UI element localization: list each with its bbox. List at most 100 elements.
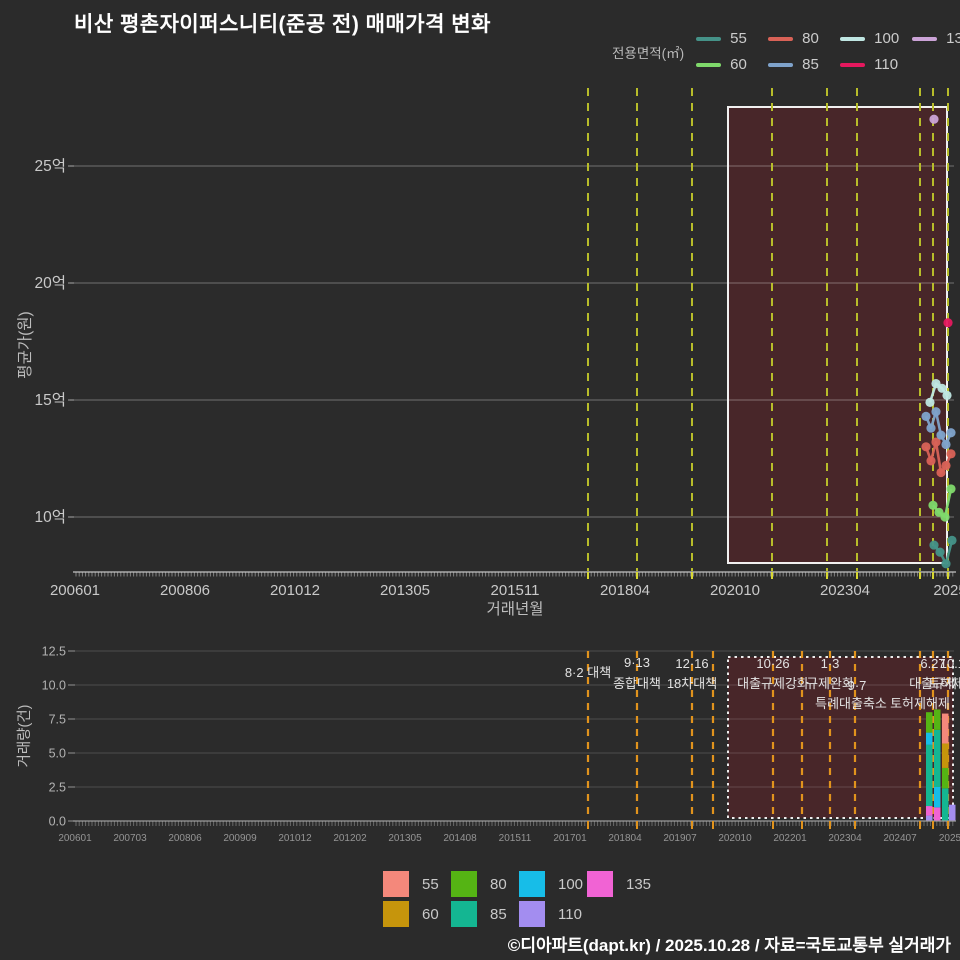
policy-annotation: 10.15 xyxy=(940,656,960,671)
volume-bar-202502 xyxy=(926,712,933,821)
volume-legend-item-85[interactable]: 85 xyxy=(451,901,519,927)
volume-legend-swatch-85 xyxy=(451,901,477,927)
volume-legend-item-100[interactable]: 100 xyxy=(519,871,587,897)
volume-legend-item-55[interactable]: 55 xyxy=(383,871,451,897)
area-legend-item-85[interactable]: 85 xyxy=(768,56,826,73)
area-legend-label-100: 100 xyxy=(874,30,900,47)
price-point-100-202508 xyxy=(937,383,947,393)
price-x-tick-labels: 200601 200806 201012 201305 201511 201804 2020… xyxy=(50,582,960,599)
area-legend-item-135[interactable]: 135 xyxy=(912,30,960,47)
volume-segment-202502-85 xyxy=(926,744,933,807)
svg-text:25억: 25억 xyxy=(34,157,66,175)
area-legend-swatch-135 xyxy=(912,36,938,41)
svg-text:15억: 15억 xyxy=(34,391,66,409)
price-x-minor-ticks xyxy=(75,572,954,579)
volume-legend-swatch-60 xyxy=(383,901,409,927)
volume-legend-label-135: 135 xyxy=(626,875,652,893)
volume-legend-row-2: 60 85 110 xyxy=(383,901,655,927)
svg-text:10억: 10억 xyxy=(34,508,66,526)
volume-segment-202502-135 xyxy=(926,806,933,816)
volume-legend-swatch-110 xyxy=(519,901,545,927)
volume-legend-label-80: 80 xyxy=(490,875,507,893)
area-legend-item-100[interactable]: 100 xyxy=(840,30,900,47)
price-point-80-202510 xyxy=(946,449,956,459)
volume-legend-swatch-135 xyxy=(587,871,613,897)
svg-text:200601: 200601 xyxy=(58,833,92,844)
svg-text:201012: 201012 xyxy=(270,582,320,599)
policy-annotation: 대출규제 xyxy=(909,676,957,691)
svg-text:10.0: 10.0 xyxy=(42,679,66,693)
svg-text:201305: 201305 xyxy=(380,582,430,599)
area-legend-item-55[interactable]: 55 xyxy=(696,30,754,47)
volume-legend-item-110[interactable]: 110 xyxy=(519,901,587,927)
svg-text:2025: 2025 xyxy=(933,582,960,599)
price-point-85-202504 xyxy=(926,423,936,433)
price-point-110-202509 xyxy=(943,318,953,328)
area-legend-item-110[interactable]: 110 xyxy=(840,56,898,73)
area-legend-rows: 55 80 100 135 60 85 110 xyxy=(696,30,960,73)
source-credit: ©디아파트(dapt.kr) / 2025.10.28 / 자료=국토교통부 실… xyxy=(507,936,951,955)
price-point-60-202508 xyxy=(940,512,950,522)
svg-text:201907: 201907 xyxy=(663,833,697,844)
svg-text:200909: 200909 xyxy=(223,833,257,844)
volume-x-tick-labels: 200601 200703 200806 200909 201012 201202 2013… xyxy=(58,833,960,844)
price-point-55-202508 xyxy=(941,559,951,569)
svg-text:201305: 201305 xyxy=(388,833,422,844)
area-legend-label-60: 60 xyxy=(730,56,747,73)
volume-legend-item-80[interactable]: 80 xyxy=(451,871,519,897)
svg-text:12.5: 12.5 xyxy=(42,645,66,659)
area-legend-item-60[interactable]: 60 xyxy=(696,56,754,73)
area-legend-label-85: 85 xyxy=(802,56,819,73)
svg-text:200806: 200806 xyxy=(160,582,210,599)
price-point-80-202503 xyxy=(921,442,931,452)
area-legend-swatch-60 xyxy=(696,62,722,67)
area-legend-title: 전용면적(㎡) xyxy=(612,45,685,61)
policy-annotation: 12·16 xyxy=(675,656,708,671)
recent-period-highlight-volume xyxy=(728,657,953,818)
svg-text:202201: 202201 xyxy=(773,833,807,844)
price-gridlines xyxy=(70,165,954,518)
recent-period-highlight-volume-border xyxy=(727,656,954,819)
policy-annotation: 9·13 xyxy=(624,655,650,670)
policy-annotation: 토허제확대 xyxy=(928,676,960,691)
price-series xyxy=(921,114,957,569)
area-legend-label-55: 55 xyxy=(730,30,747,47)
price-point-80-202504 xyxy=(926,456,936,466)
svg-text:202304: 202304 xyxy=(820,582,870,599)
svg-text:201701: 201701 xyxy=(553,833,587,844)
svg-text:201012: 201012 xyxy=(278,833,312,844)
volume-segment-202502-110 xyxy=(926,815,933,821)
volume-legend-label-100: 100 xyxy=(558,875,584,893)
svg-text:0.0: 0.0 xyxy=(49,815,66,829)
policy-annotation: 대출규제강화 xyxy=(737,676,809,691)
volume-segment-202505-135 xyxy=(934,807,941,821)
svg-text:201408: 201408 xyxy=(443,833,477,844)
price-chart: 25억 20억 15억 10억 평균가(원) 거래년월 200601 200806 201012… xyxy=(16,88,960,618)
recent-period-highlight xyxy=(728,107,947,563)
volume-legend-swatch-55 xyxy=(383,871,409,897)
price-series-85 xyxy=(921,407,956,450)
price-point-135-202504 xyxy=(929,114,939,124)
svg-text:201511: 201511 xyxy=(499,833,532,844)
area-legend-label-135: 135 xyxy=(946,30,960,47)
policy-annotation: 종합대책 xyxy=(613,676,661,691)
price-point-80-202506 xyxy=(931,437,941,447)
svg-text:201804: 201804 xyxy=(600,582,650,599)
volume-legend-item-60[interactable]: 60 xyxy=(383,901,451,927)
svg-text:2025: 2025 xyxy=(939,833,960,844)
price-policy-lines xyxy=(587,88,949,571)
volume-legend-label-60: 60 xyxy=(422,905,439,923)
area-legend-item-80[interactable]: 80 xyxy=(768,30,826,47)
svg-text:2.5: 2.5 xyxy=(49,781,66,795)
price-point-55-202506 xyxy=(935,547,945,557)
area-legend-swatch-100 xyxy=(840,36,866,41)
price-y-tick-labels: 25억 20억 15억 10억 xyxy=(34,157,74,526)
volume-legend-item-135[interactable]: 135 xyxy=(587,871,655,897)
volume-bar-202505 xyxy=(934,709,941,821)
area-legend-swatch-55 xyxy=(696,36,722,41)
price-point-60-202510 xyxy=(946,484,956,494)
svg-text:20억: 20억 xyxy=(34,274,66,292)
policy-annotations: 8·2 대책 9·13 종합대책 12·16 18차대책 10·26 대출규제강화 1·3 규제… xyxy=(565,655,960,711)
svg-text:200703: 200703 xyxy=(113,833,147,844)
